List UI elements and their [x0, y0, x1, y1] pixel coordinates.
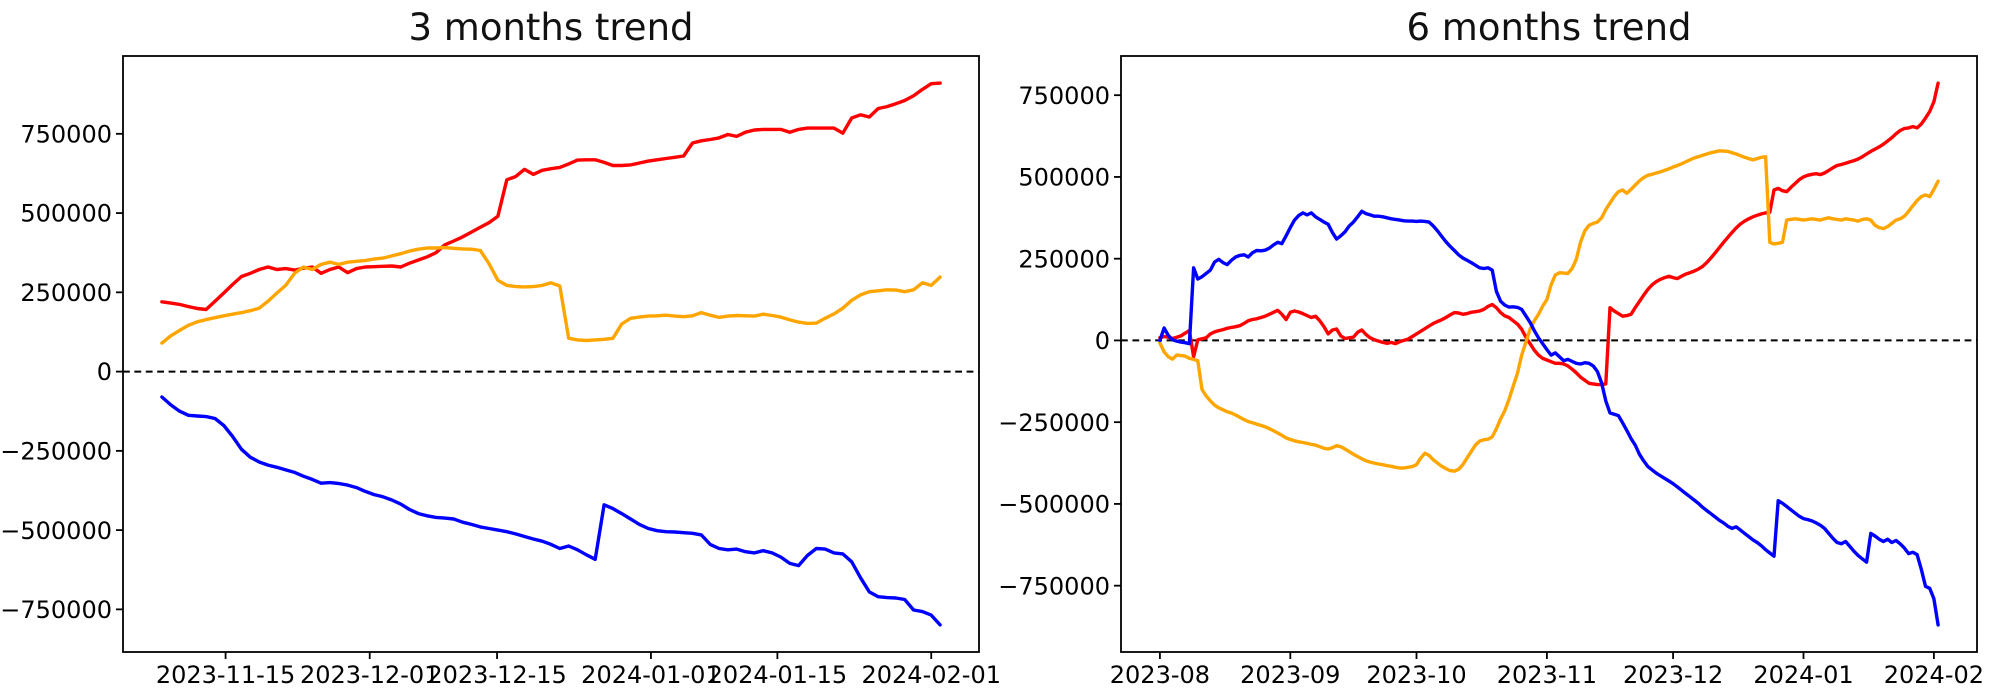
x-tick-label: 2023-12: [1623, 661, 1723, 689]
chart-1-plot: 750000 500000 250000 0 −250000 −500000 −750000…: [998, 55, 1984, 689]
y-tick-label: 0: [97, 358, 112, 386]
x-tick-label: 2024-02: [1884, 661, 1984, 689]
chart-title-6-months: 6 months trend: [1406, 6, 1692, 49]
y-tick-label: 750000: [20, 120, 112, 148]
x-tick-label: 2023-10: [1366, 661, 1466, 689]
y-tick-label: −750000: [0, 596, 112, 624]
x-tick-label: 2024-02-01: [862, 661, 1001, 689]
x-tick-label: 2023-12-15: [427, 661, 566, 689]
chart-0-orange-line: [160, 245, 942, 345]
chart-0-blue-line: [160, 395, 942, 627]
chart-0-red-line: [160, 81, 942, 312]
y-tick-label: −500000: [998, 491, 1110, 519]
chart-1-orange-line: [1158, 149, 1940, 473]
x-tick-label: 2024-01-15: [708, 661, 847, 689]
y-tick-label: 0: [1095, 327, 1110, 355]
y-tick-label: −250000: [0, 437, 112, 465]
chart-0-plot: 750000 500000 250000 0 −250000 −500000 −750000…: [0, 55, 1001, 689]
y-tick-label: −250000: [998, 409, 1110, 437]
chart-1-red-line: [1158, 81, 1940, 387]
y-tick-label: 500000: [1018, 164, 1110, 192]
y-tick-label: 500000: [20, 200, 112, 228]
chart-0-border: [122, 55, 980, 653]
y-tick-label: 250000: [20, 279, 112, 307]
chart-1-border: [1120, 55, 1978, 653]
chart-1-y-axis: 750000 500000 250000 0 −250000 −500000 −750000: [998, 82, 1121, 600]
chart-1-blue-line: [1158, 209, 1940, 627]
x-tick-label: 2024-01: [1753, 661, 1853, 689]
y-tick-label: 750000: [1018, 82, 1110, 110]
x-tick-label: 2023-09: [1240, 661, 1340, 689]
x-tick-label: 2023-11-15: [156, 661, 295, 689]
x-tick-label: 2023-11: [1497, 661, 1597, 689]
chart-0-y-axis: 750000 500000 250000 0 −250000 −500000 −750000: [0, 120, 123, 624]
chart-title-3-months: 3 months trend: [408, 6, 694, 49]
y-tick-label: 250000: [1018, 245, 1110, 273]
y-tick-label: −750000: [998, 572, 1110, 600]
x-tick-label: 2023-08: [1110, 661, 1210, 689]
y-tick-label: −500000: [0, 517, 112, 545]
x-tick-label: 2023-12-01: [300, 661, 439, 689]
chart-1-x-axis: 2023-08 2023-09 2023-10 2023-11 2023-12 2024-…: [1110, 652, 1984, 689]
x-tick-label: 2024-01-01: [581, 661, 720, 689]
